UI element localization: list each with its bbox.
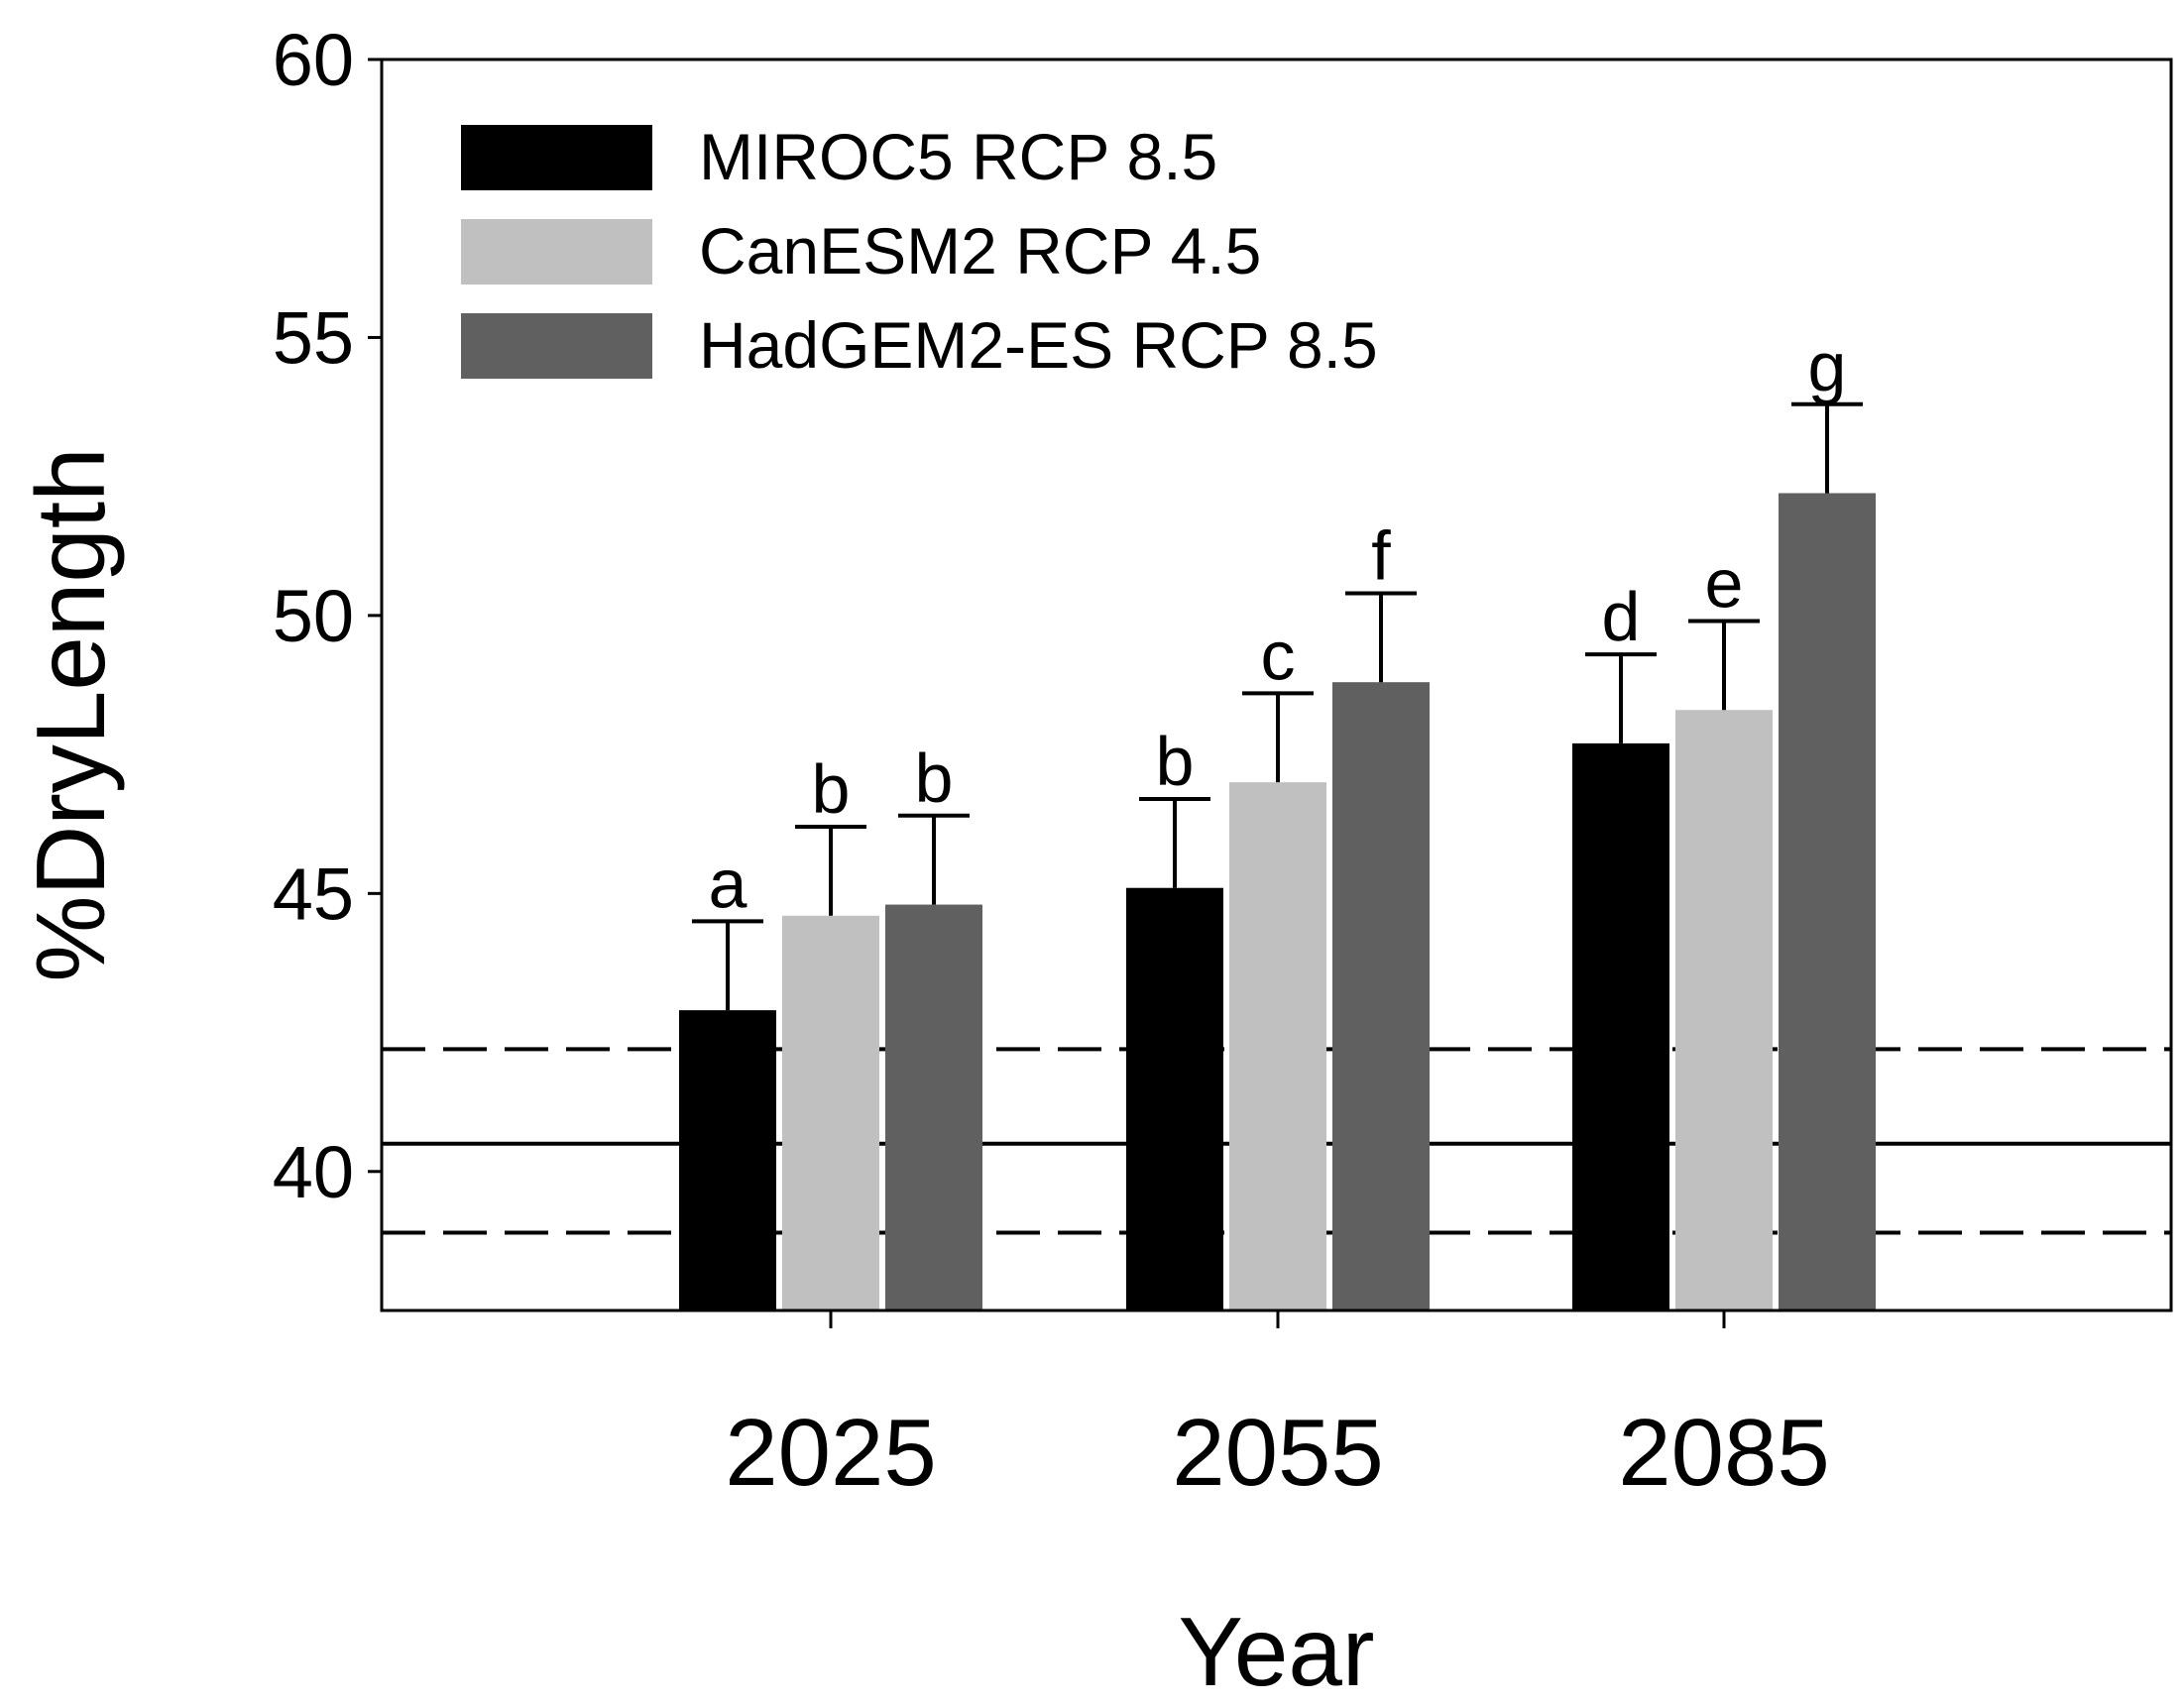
bar-2025-series-1 [679,1010,776,1310]
error-bars-group [692,401,1863,1011]
y-tick-label: 60 [273,19,354,101]
y-tick-label: 55 [273,296,354,379]
y-axis: 40 45 50 55 60 [273,19,382,1213]
legend-label-series-1: MIROC5 RCP 8.5 [699,120,1217,193]
bar-2025-series-2 [782,915,879,1310]
legend: MIROC5 RCP 8.5 CanESM2 RCP 4.5 HadGEM2-ES … [461,120,1378,382]
legend-label-series-2: CanESM2 RCP 4.5 [699,214,1261,287]
significance-label: c [1261,617,1296,694]
bar-2055-series-1 [1126,887,1223,1310]
x-tick-label-2085: 2085 [1618,1400,1830,1506]
y-tick-label: 50 [273,575,354,657]
significance-label: g [1808,328,1847,405]
x-tick-label-2055: 2055 [1172,1400,1384,1506]
x-axis: 2025 2055 2085 [725,1310,1830,1506]
bar-2025-series-3 [885,904,982,1310]
bar-2055-series-3 [1332,682,1430,1310]
significance-label: a [709,845,747,922]
significance-label: e [1705,544,1744,622]
significance-label: f [1371,516,1391,594]
y-axis-title: %DryLength [16,447,125,981]
legend-swatch-series-3 [461,313,652,379]
significance-label: b [1156,723,1195,800]
x-axis-title: Year [1178,1597,1374,1706]
bar-2055-series-2 [1229,782,1326,1310]
legend-swatch-series-2 [461,219,652,284]
bars-group [679,493,1876,1310]
legend-swatch-series-1 [461,125,652,190]
legend-label-series-3: HadGEM2-ES RCP 8.5 [699,308,1378,382]
significance-label: b [915,740,954,817]
x-tick-label-2025: 2025 [725,1400,937,1506]
significance-label: b [812,750,851,828]
y-tick-label: 45 [273,853,354,935]
bar-2085-series-2 [1675,710,1773,1310]
significance-label: d [1602,578,1641,655]
bar-2085-series-3 [1779,493,1876,1310]
bar-2085-series-1 [1572,742,1669,1310]
y-tick-label: 40 [273,1131,354,1213]
